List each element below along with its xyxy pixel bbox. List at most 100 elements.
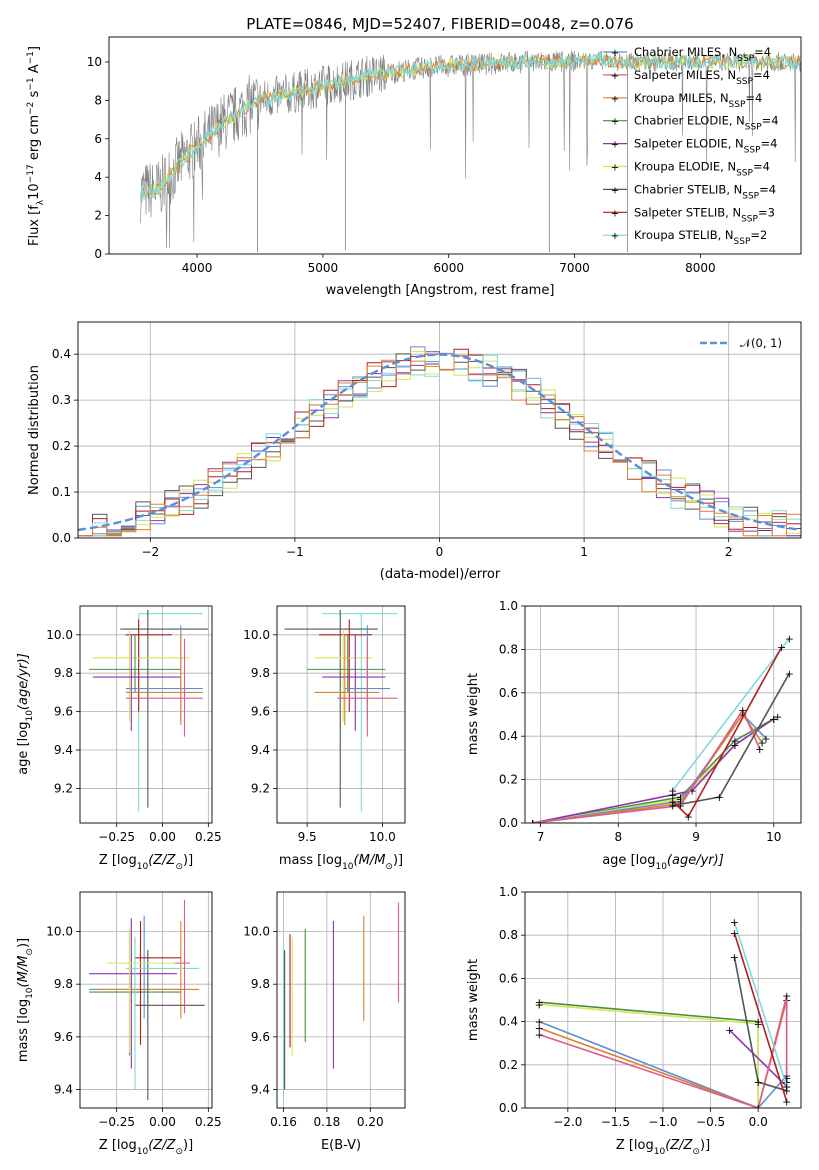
- label-part: SSP: [742, 191, 759, 201]
- label-part: s: [27, 90, 42, 101]
- age-vs-Z-axes-frame: [79, 605, 213, 824]
- mass-vs-Z-axes: −0.25 0.00 0.25 9.4 9.6 9.8 10.0: [46, 891, 222, 1129]
- y-tick-label: 1.0: [499, 885, 518, 899]
- weight-marker: +: [676, 791, 685, 804]
- label-part: mass [log: [279, 853, 342, 868]
- y-tick-label: 0.4: [499, 729, 518, 743]
- y-tick-label: 9.6: [251, 705, 270, 719]
- y-tick-label: 0.8: [499, 642, 518, 656]
- mass-vs-ebv-axes: 0.16 0.18 0.20 9.4 9.6 9.8 10.0: [243, 891, 406, 1129]
- weight-marker: +: [535, 1022, 544, 1035]
- legend-marker: +: [611, 208, 619, 219]
- label-part: (Z/Z: [148, 853, 176, 868]
- label-part: SSP: [744, 146, 761, 156]
- label-part: SSP: [745, 123, 762, 133]
- weight-marker: +: [769, 713, 778, 726]
- y-tick-label: 0.1: [52, 485, 71, 499]
- weight-line-s_elodie: [532, 718, 775, 823]
- x-tick-label: −0.25: [98, 1115, 135, 1129]
- label-part: (age/yr)]: [16, 653, 31, 710]
- y-tick-label: 2: [94, 209, 102, 223]
- y-tick-label: 10.0: [46, 925, 73, 939]
- weight-marker: +: [773, 711, 782, 724]
- y-tick-label: 9.4: [251, 743, 270, 757]
- weight-marker: +: [761, 732, 770, 745]
- label-part: ⊙: [175, 1147, 183, 1157]
- x-tick-label: 7000: [559, 261, 590, 275]
- x-tick-label: 1: [580, 545, 588, 559]
- spectrum-title: PLATE=0846, MJD=52407, FIBERID=0048, z=0…: [246, 15, 633, 33]
- label-part: ]: [27, 46, 42, 51]
- label-part: SSP: [736, 77, 753, 87]
- legend-marker: +: [611, 94, 619, 105]
- residuals-axes-frame: [77, 321, 802, 539]
- y-tick-label: 9.4: [54, 1083, 73, 1097]
- weight-marker: +: [688, 784, 697, 797]
- histogram-k_stelib: [78, 353, 801, 537]
- weight-marker: +: [738, 704, 747, 717]
- age-vs-Z-xlabel: Z [log10(Z/Z⊙)]: [99, 853, 193, 872]
- legend-entry: Salpeter MILES, NSSP=4: [634, 68, 770, 87]
- spectrum-ylabel: Flux [fλ10−17 erg cm−2 s−1 A−1]: [26, 46, 46, 246]
- label-part: Kroupa ELODIE, N: [634, 160, 736, 174]
- label-part: 10: [27, 183, 42, 200]
- y-tick-label: 10.0: [46, 628, 73, 642]
- y-tick-label: 0.4: [52, 347, 71, 361]
- legend-entry: Chabrier MILES, NSSP=4: [634, 45, 771, 64]
- label-part: 10: [25, 987, 35, 999]
- label-part: =4: [753, 68, 770, 82]
- label-part: =4: [762, 114, 779, 128]
- x-tick-label: 0.16: [270, 1115, 297, 1129]
- label-part: ⊙: [175, 862, 183, 872]
- label-part: Z [log: [99, 1138, 137, 1153]
- label-part: 10: [342, 862, 354, 872]
- label-part: =4: [754, 45, 771, 59]
- x-tick-label: −1.5: [601, 1115, 630, 1129]
- label-part: ⊙: [25, 948, 35, 956]
- label-part: erg cm: [27, 115, 42, 164]
- weight-marker: +: [535, 1016, 544, 1029]
- mass-vs-ebv-axes-plot-area: [277, 892, 405, 1108]
- weight-line-s_miles: [539, 995, 788, 1108]
- y-tick-label: 9.6: [54, 1030, 73, 1044]
- residuals-axes-plot-area: [78, 322, 801, 538]
- normal-curve: [78, 353, 799, 532]
- label-part: 10: [137, 862, 149, 872]
- legend-marker: +: [611, 231, 619, 242]
- legend-entry: Kroupa MILES, NSSP=4: [634, 91, 762, 110]
- y-tick-label: 8: [94, 93, 102, 107]
- weight-marker: +: [535, 998, 544, 1011]
- x-tick-label: −2: [141, 545, 159, 559]
- age-vs-Z-axes-plot-area: [80, 606, 212, 823]
- weight-marker: +: [754, 1076, 763, 1089]
- legend-marker: +: [611, 185, 619, 196]
- weight-line-c_miles: [539, 1020, 788, 1108]
- label-part: Chabrier ELODIE, N: [634, 114, 745, 128]
- legend-entry: Kroupa STELIB, NSSP=2: [634, 228, 767, 247]
- label-part: 10: [654, 1147, 666, 1157]
- x-tick-label: −1: [286, 545, 304, 559]
- weight-vs-Z-axes-plot-area: ++++++++++++++++++++++++++: [525, 892, 801, 1108]
- weight-marker: +: [755, 743, 764, 756]
- label-part: age [log: [602, 853, 655, 868]
- x-tick-label: 0: [436, 545, 444, 559]
- label-part: SSP: [741, 214, 758, 224]
- weight-marker: +: [535, 1029, 544, 1042]
- weight-vs-age-ylabel: mass weight: [466, 673, 481, 755]
- y-tick-label: 10: [87, 55, 102, 69]
- label-part: 10: [25, 710, 35, 722]
- x-tick-label: 8: [614, 830, 622, 844]
- label-part: −1: [26, 51, 36, 64]
- x-tick-label: 10: [766, 830, 781, 844]
- mass-vs-ebv-xlabel: E(B-V): [321, 1138, 361, 1153]
- y-tick-label: 10.0: [243, 925, 270, 939]
- label-part: SSP: [736, 169, 753, 179]
- label-part: Kroupa MILES, N: [634, 91, 729, 105]
- weight-marker: +: [528, 817, 537, 830]
- weight-marker: +: [528, 817, 537, 830]
- label-part: =4: [761, 137, 778, 151]
- y-tick-label: 6: [94, 132, 102, 146]
- weight-marker: +: [535, 996, 544, 1009]
- label-part: Flux [f: [27, 205, 42, 246]
